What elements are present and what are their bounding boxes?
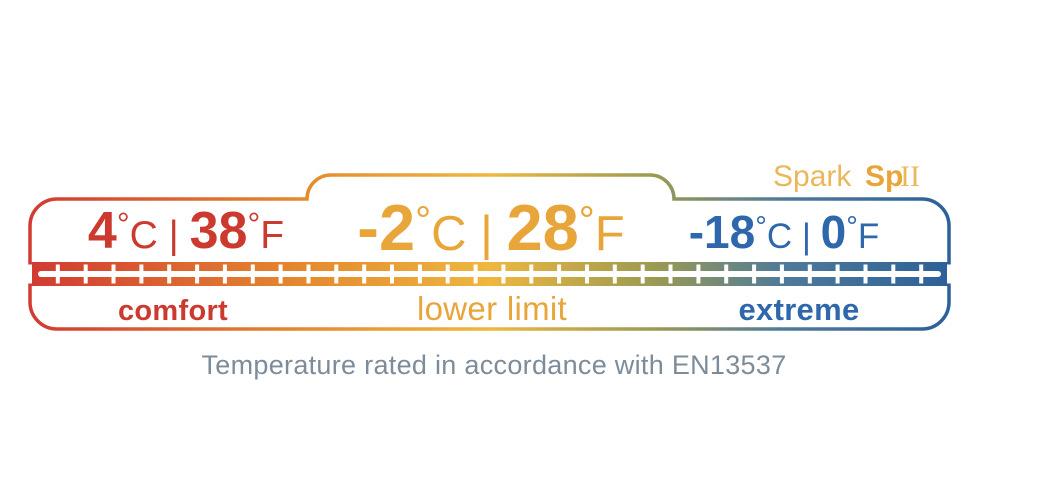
svg-text:Temperature rated in accordanc: Temperature rated in accordance with EN1… bbox=[201, 350, 786, 380]
svg-text:comfort: comfort bbox=[118, 295, 228, 327]
svg-text:-2°C | 28°F: -2°C | 28°F bbox=[357, 191, 624, 264]
svg-text:II: II bbox=[900, 160, 920, 193]
svg-text:-18°C | 0°F: -18°C | 0°F bbox=[689, 206, 880, 258]
svg-text:4°C | 38°F: 4°C | 38°F bbox=[88, 202, 284, 260]
svg-text:extreme: extreme bbox=[738, 292, 859, 327]
svg-text:Spark: Spark bbox=[773, 160, 852, 193]
svg-text:lower limit: lower limit bbox=[417, 290, 567, 327]
svg-text:Sp: Sp bbox=[865, 160, 903, 193]
